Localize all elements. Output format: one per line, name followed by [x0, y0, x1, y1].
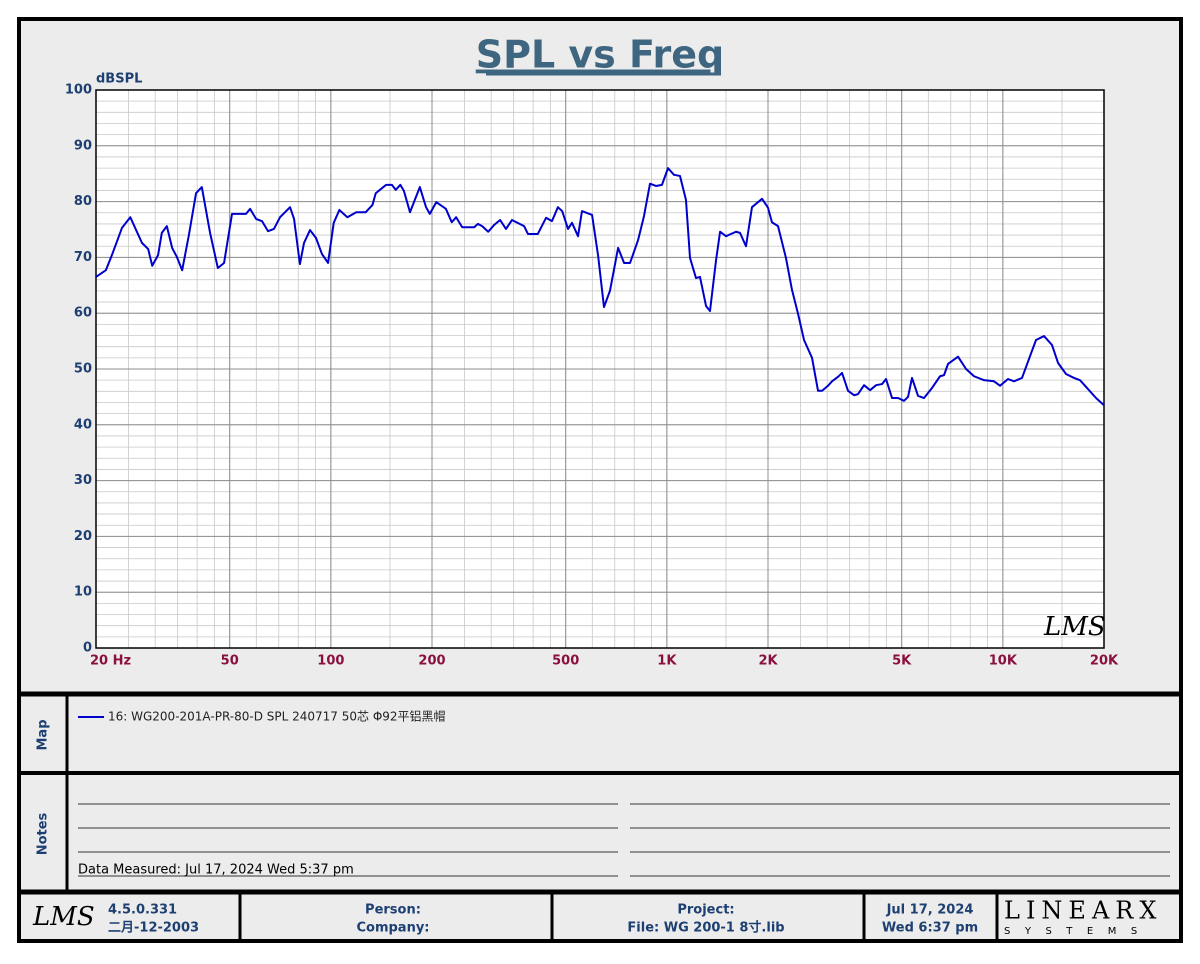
time: Wed 6:37 pm — [882, 921, 978, 936]
x-tick-label: 20 Hz — [90, 654, 131, 669]
x-tick-label: 1K — [657, 654, 677, 669]
person: Person: — [365, 903, 421, 918]
date: Jul 17, 2024 — [886, 903, 974, 918]
x-tick-label: 50 — [221, 654, 239, 669]
y-tick-label: 10 — [74, 585, 92, 600]
footer-dividers — [238, 892, 999, 941]
y-tick-label: 20 — [74, 529, 92, 544]
watermark: LMS — [1043, 612, 1106, 642]
notes-text: Data Measured: Jul 17, 2024 Wed 5:37 pm — [78, 863, 354, 878]
notes-label: Notes — [36, 812, 51, 855]
y-axis-label: dBSPL — [96, 72, 142, 87]
data-line — [95, 167, 1105, 407]
project: Project: — [677, 903, 734, 918]
note-lines — [78, 803, 1170, 877]
x-tick-label: 2K — [758, 654, 778, 669]
version: 4.5.0.331 — [108, 903, 177, 918]
y-tick-label: 100 — [65, 83, 92, 98]
y-tick-label: 70 — [74, 250, 92, 265]
y-tick-label: 60 — [74, 306, 92, 321]
chart-title: SPL vs Freq — [476, 33, 725, 77]
file: File: WG 200-1 8寸.lib — [627, 920, 784, 936]
x-tick-label: 200 — [418, 654, 445, 669]
y-tick-label: 40 — [74, 417, 92, 432]
y-tick-label: 30 — [74, 473, 92, 488]
x-tick-label: 100 — [317, 654, 344, 669]
y-tick-label: 0 — [83, 641, 92, 656]
plot-border — [95, 89, 1105, 649]
build-date: 二月-12-2003 — [108, 921, 199, 936]
legend-entry: 16: WG200-201A-PR-80-D SPL 240717 50芯 Φ9… — [108, 709, 446, 724]
footer-logo: LMS — [32, 902, 95, 932]
company: Company: — [356, 921, 429, 936]
brand-sub: SYSTEMS — [1004, 926, 1152, 937]
x-tick-label: 5K — [892, 654, 912, 669]
map-label: Map — [36, 719, 51, 750]
y-tick-label: 50 — [74, 362, 92, 377]
x-tick-label: 500 — [552, 654, 579, 669]
brand: LINEARX — [1004, 897, 1162, 925]
y-tick-label: 90 — [74, 138, 92, 153]
x-tick-label: 10K — [989, 654, 1018, 669]
x-tick-label: 20K — [1090, 654, 1119, 669]
y-tick-label: 80 — [74, 194, 92, 209]
